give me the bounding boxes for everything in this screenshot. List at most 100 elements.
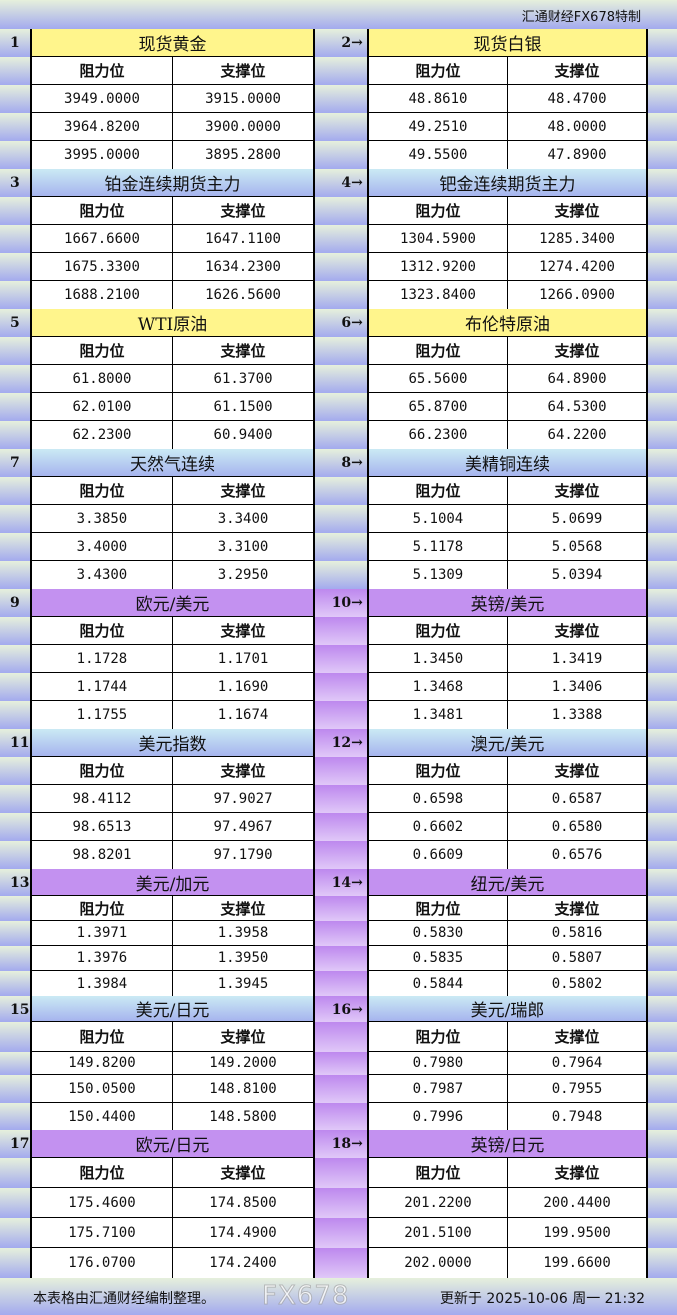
resistance-value: 1.1728 [32, 645, 173, 672]
gutter-cell [648, 281, 677, 309]
gutter-cell [648, 757, 677, 785]
gutter-cell [315, 971, 367, 996]
support-value: 0.5802 [551, 975, 603, 992]
instrument-pair-block: 3 铂金连续期货主力 阻力位 支撑位 1667.6600 1647.1100 1675.33… [0, 169, 677, 309]
resistance-header: 阻力位 [32, 1022, 173, 1051]
instrument-title: 欧元/美元 [31, 589, 314, 617]
resistance-value: 150.4400 [32, 1103, 173, 1130]
table-row: 150.0500 148.8100 [31, 1075, 314, 1103]
table-row: 0.7996 0.7948 [368, 1103, 647, 1130]
table-row: 201.2200 200.4400 [368, 1188, 647, 1218]
support-value: 3900.0000 [205, 118, 281, 135]
support-value: 0.6580 [551, 818, 603, 835]
support-header: 支撑位 [554, 1164, 600, 1182]
row-gutter [648, 169, 677, 309]
table-row: 48.8610 48.4700 [368, 85, 647, 113]
gutter-cell [0, 813, 30, 841]
table-row: 1304.5900 1285.3400 [368, 225, 647, 253]
column-header-row: 阻力位 支撑位 [31, 1158, 314, 1188]
gutter-cell [0, 971, 30, 996]
resistance-value: 65.8700 [369, 393, 508, 420]
instrument-number: 17 [10, 1136, 30, 1152]
resistance-header: 阻力位 [369, 57, 508, 84]
resistance-header: 阻力位 [369, 896, 508, 920]
table-row: 176.0700 174.2400 [31, 1248, 314, 1278]
gutter-cell [315, 505, 367, 533]
table-row: 3949.0000 3915.0000 [31, 85, 314, 113]
resistance-header: 阻力位 [32, 337, 173, 364]
resistance-value: 49.2510 [369, 113, 508, 140]
resistance-value: 149.8200 [32, 1052, 173, 1074]
gutter-cell [315, 477, 367, 505]
resistance-value: 3949.0000 [32, 85, 173, 112]
column-header-row: 阻力位 支撑位 [368, 197, 647, 225]
table-row: 1.3976 1.3950 [31, 946, 314, 971]
resistance-value: 3.3850 [32, 505, 173, 532]
support-header: 支撑位 [554, 342, 600, 360]
table-row: 49.5500 47.8900 [368, 141, 647, 169]
support-header: 支撑位 [554, 482, 600, 500]
instrument-pair-block: 17 欧元/日元 阻力位 支撑位 175.4600 174.8500 175.7100 174… [0, 1130, 677, 1278]
resistance-value: 0.5844 [369, 971, 508, 996]
table-row: 0.6609 0.6576 [368, 841, 647, 869]
gutter-cell [315, 1075, 367, 1103]
gutter-cell [648, 141, 677, 169]
support-value: 64.8900 [547, 370, 607, 387]
gutter-cell [315, 85, 367, 113]
table-row: 62.2300 60.9400 [31, 421, 314, 449]
support-value: 60.9400 [213, 427, 273, 443]
table-row: 98.4112 97.9027 [31, 785, 314, 813]
resistance-value: 5.1004 [369, 505, 508, 532]
resistance-value: 1.3481 [369, 701, 508, 729]
instrument-title: WTI原油 [31, 309, 314, 337]
support-value: 97.4967 [213, 818, 273, 835]
gutter-cell [315, 1022, 367, 1052]
row-gutter: 1 [0, 29, 30, 169]
support-header: 支撑位 [554, 762, 600, 780]
instrument-table: 现货黄金 阻力位 支撑位 3949.0000 3915.0000 3964.8200 390… [29, 29, 316, 169]
top-bar: 汇通财经FX678特制 [0, 0, 677, 29]
gutter-cell [0, 896, 30, 921]
instrument-table: 布伦特原油 阻力位 支撑位 65.5600 64.8900 65.8700 64.5300 6… [366, 309, 649, 449]
table-row: 0.5830 0.5816 [368, 921, 647, 946]
support-value: 1.3950 [217, 950, 269, 966]
gutter-cell [648, 365, 677, 393]
gutter-cell [648, 701, 677, 729]
watermark: FX678 [261, 1281, 350, 1312]
resistance-value: 1.3984 [32, 971, 173, 996]
column-header-row: 阻力位 支撑位 [31, 337, 314, 365]
row-gutter: 2→ [315, 29, 367, 169]
gutter-cell [315, 561, 367, 589]
instrument-number: 15 [10, 1002, 30, 1018]
table-row: 66.2300 64.2200 [368, 421, 647, 449]
support-header: 支撑位 [220, 762, 266, 780]
support-value: 1.3945 [217, 975, 269, 992]
support-header: 支撑位 [220, 899, 266, 918]
support-value: 3.2950 [217, 567, 269, 583]
support-value: 61.1500 [213, 398, 273, 415]
instrument-title: 现货白银 [368, 29, 647, 57]
column-header-row: 阻力位 支撑位 [31, 477, 314, 505]
gutter-cell [0, 337, 30, 365]
resistance-value: 176.0700 [32, 1248, 173, 1278]
instrument-table: 美元/日元 阻力位 支撑位 149.8200 149.2000 150.0500 148.8… [29, 996, 316, 1130]
resistance-value: 201.5100 [369, 1218, 508, 1247]
resistance-header: 阻力位 [369, 1022, 508, 1051]
gutter-cell [315, 1158, 367, 1188]
resistance-value: 1688.2100 [32, 281, 173, 309]
instrument-title: 美元/日元 [31, 996, 314, 1022]
gutter-cell [0, 785, 30, 813]
instrument-number: 9 [10, 595, 20, 611]
column-header-row: 阻力位 支撑位 [368, 1158, 647, 1188]
resistance-value: 62.2300 [32, 421, 173, 449]
instrument-table: 英镑/美元 阻力位 支撑位 1.3450 1.3419 1.3468 1.3406 1.348… [366, 589, 649, 729]
gutter-cell [648, 921, 677, 946]
gutter-cell [648, 813, 677, 841]
resistance-header: 阻力位 [369, 337, 508, 364]
gutter-cell [648, 337, 677, 365]
resistance-header: 阻力位 [369, 197, 508, 224]
gutter-cell [648, 996, 677, 1022]
gutter-cell [0, 113, 30, 141]
table-row: 202.0000 199.6600 [368, 1248, 647, 1278]
support-header: 支撑位 [220, 622, 266, 640]
